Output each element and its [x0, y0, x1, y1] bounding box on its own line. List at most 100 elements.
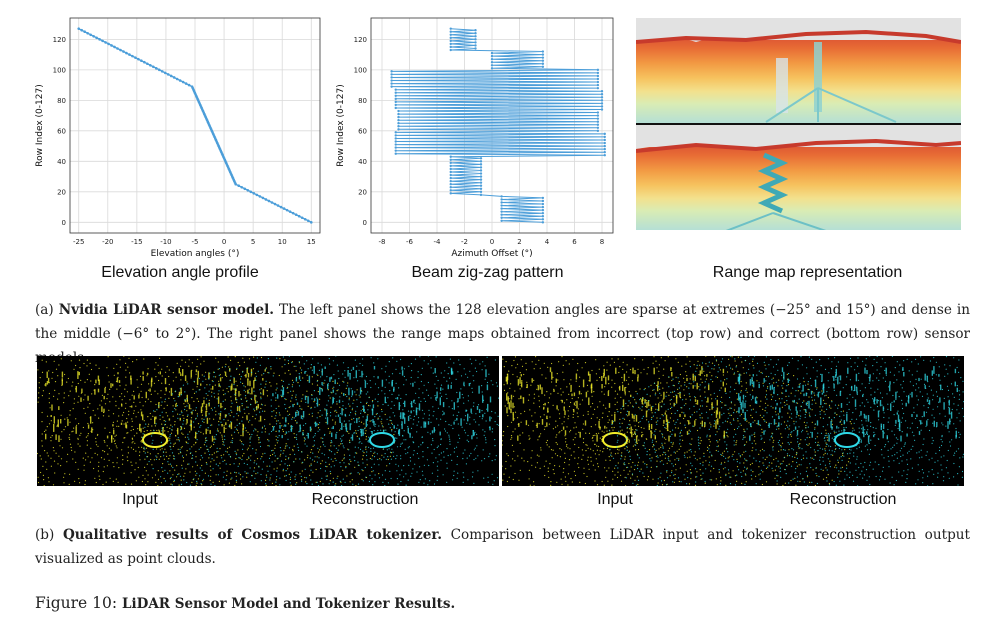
- data-point: [243, 187, 247, 191]
- data-point: [98, 38, 101, 41]
- data-point: [394, 97, 397, 101]
- data-point: [122, 50, 125, 53]
- data-point: [479, 169, 483, 172]
- figure-title: Figure 10: LiDAR Sensor Model and Tokeni…: [35, 594, 456, 612]
- data-point: [603, 138, 606, 142]
- input-label-1: Input: [122, 491, 158, 508]
- y-tick-label: 20: [57, 188, 66, 196]
- data-point: [541, 65, 545, 68]
- data-point: [541, 221, 545, 224]
- data-point: [479, 172, 483, 175]
- data-point: [394, 137, 397, 140]
- data-point: [306, 219, 310, 223]
- data-point: [397, 125, 400, 128]
- data-point: [449, 192, 452, 195]
- data-point: [596, 80, 600, 84]
- data-point: [449, 30, 452, 33]
- data-point: [152, 65, 155, 69]
- x-tick-label: -15: [131, 238, 142, 246]
- range-map-incorrect: [636, 18, 961, 124]
- data-point: [390, 85, 393, 88]
- data-point: [131, 54, 134, 58]
- data-point: [163, 71, 167, 75]
- data-point: [603, 150, 606, 154]
- data-point: [449, 170, 452, 174]
- data-point: [603, 132, 606, 136]
- data-point: [600, 105, 604, 108]
- data-point: [596, 123, 600, 126]
- data-point: [140, 59, 143, 62]
- data-point: [603, 144, 606, 148]
- data-point: [603, 154, 606, 157]
- point-cloud-pair-left: [37, 356, 499, 486]
- data-point: [541, 205, 545, 209]
- data-point: [394, 152, 397, 155]
- data-point: [600, 93, 604, 96]
- data-point: [157, 68, 161, 72]
- caption-a: (a) Nvidia LiDAR sensor model. The left …: [35, 302, 970, 366]
- data-point: [596, 126, 600, 129]
- data-point: [285, 208, 289, 212]
- x-tick-label: -25: [73, 238, 84, 246]
- data-point: [397, 122, 400, 125]
- data-point: [596, 83, 600, 87]
- x-tick-label: -5: [192, 238, 199, 246]
- data-point: [479, 166, 483, 169]
- y-axis-label: Row Index (0-127): [336, 84, 346, 166]
- data-point: [116, 47, 119, 50]
- data-point: [394, 131, 397, 134]
- data-point: [394, 100, 397, 104]
- data-point: [500, 216, 503, 219]
- data-point: [449, 45, 452, 49]
- data-point: [596, 120, 600, 123]
- data-point: [596, 114, 600, 117]
- data-point: [86, 31, 89, 35]
- data-point: [119, 48, 122, 52]
- x-tick-label: -4: [434, 238, 442, 246]
- y-tick-label: 0: [363, 219, 367, 227]
- series-line: [391, 28, 605, 223]
- data-point: [282, 207, 286, 210]
- data-point: [77, 27, 81, 30]
- data-point: [394, 91, 397, 94]
- data-point: [500, 204, 503, 207]
- data-point: [541, 62, 545, 65]
- data-point: [128, 53, 131, 56]
- data-point: [394, 143, 397, 146]
- reconstruction-label-2: Reconstruction: [789, 491, 897, 508]
- data-point: [479, 181, 483, 184]
- data-point: [541, 50, 545, 53]
- data-point: [169, 74, 173, 78]
- data-point: [449, 33, 452, 36]
- data-point: [603, 135, 606, 139]
- data-point: [449, 183, 452, 186]
- data-point: [267, 199, 271, 203]
- x-tick-label: 2: [517, 238, 521, 246]
- data-point: [479, 187, 483, 190]
- x-tick-label: 8: [600, 238, 604, 246]
- x-axis-label: Azimuth Offset (°): [451, 249, 532, 259]
- data-point: [166, 73, 170, 76]
- data-point: [500, 198, 503, 201]
- data-point: [270, 201, 274, 204]
- data-point: [600, 96, 604, 99]
- data-point: [264, 198, 268, 201]
- data-point: [596, 117, 600, 120]
- y-tick-label: 60: [57, 127, 66, 135]
- data-point: [104, 41, 107, 44]
- data-point: [110, 44, 113, 47]
- data-point: [390, 73, 393, 76]
- zigzag-pattern-subtitle: Beam zig-zag pattern: [411, 264, 564, 281]
- x-tick-label: 0: [490, 238, 494, 246]
- data-point: [80, 28, 84, 32]
- data-point: [303, 217, 307, 221]
- data-point: [479, 178, 483, 181]
- data-point: [490, 57, 494, 61]
- elevation-profile-subtitle: Elevation angle profile: [101, 264, 259, 281]
- data-point: [596, 86, 600, 90]
- data-point: [397, 109, 400, 113]
- data-point: [500, 213, 503, 216]
- data-point: [449, 173, 452, 177]
- data-point: [190, 85, 194, 88]
